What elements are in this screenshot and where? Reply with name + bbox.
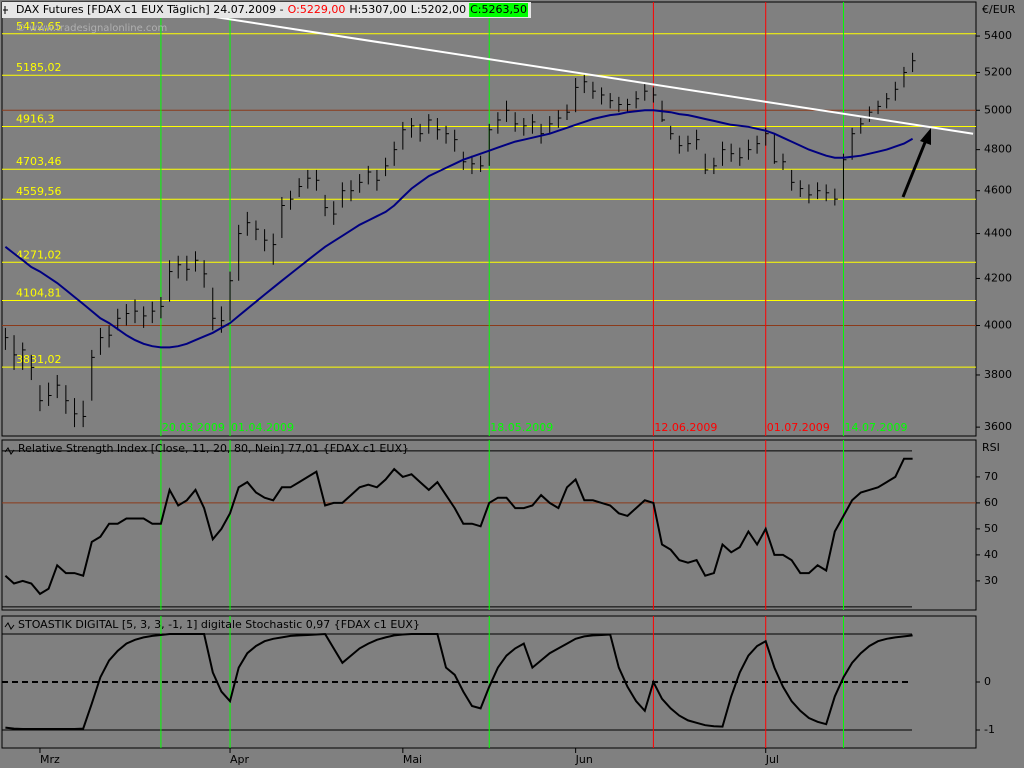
x-tick-label: Jun	[575, 753, 593, 766]
x-tick-label: Mai	[403, 753, 422, 766]
panel-content: 5412,65 5185,02 4916,3 4703,46 4559,56 4271,0…	[2, 2, 976, 436]
level-label: 4703,46	[16, 155, 62, 168]
level-label: 5185,02	[16, 61, 62, 74]
y-tick-label: -1	[984, 723, 995, 736]
indicator-icon	[4, 447, 15, 455]
date-marker-label: 18.05.2009	[490, 421, 553, 434]
x-tick-label: Mrz	[40, 753, 60, 766]
level-label: 4104,81	[16, 287, 62, 300]
y-tick-label: 40	[984, 548, 998, 561]
level-label: 5412,65	[16, 20, 62, 33]
annotation-arrow	[901, 139, 928, 198]
quote-value: O:5229,00	[288, 3, 346, 16]
indicator-title: Relative Strength Index [Close, 11, 20, …	[18, 442, 409, 455]
quote-highlight	[469, 3, 528, 17]
x-tick-label: Jul	[765, 753, 779, 766]
trendline	[195, 12, 974, 135]
y-tick-label: 3800	[984, 368, 1012, 381]
level-label: 4916,3	[16, 113, 55, 126]
watermark: © www.tradesignalonline.com	[16, 23, 167, 34]
y-tick-label: 4400	[984, 227, 1012, 240]
y-tick-label: 4000	[984, 318, 1012, 331]
date-marker-label: 20.03.2009	[162, 421, 225, 434]
header-icon	[3, 6, 8, 14]
moving-average	[4, 109, 914, 349]
date-marker-label: 01.07.2009	[767, 421, 830, 434]
panel-content	[2, 616, 913, 748]
y-tick-label: 70	[984, 470, 998, 483]
y-tick-label: 4200	[984, 271, 1012, 284]
y-tick-label: 3600	[984, 420, 1012, 433]
y-tick-label: 4800	[984, 143, 1012, 156]
y-tick-label: 5200	[984, 65, 1012, 78]
level-label: 4271,02	[16, 248, 62, 261]
y-tick-label: 30	[984, 574, 998, 587]
date-marker-label: 12.06.2009	[654, 421, 717, 434]
level-label: 4559,56	[16, 185, 62, 198]
quote-value: H:5307,00	[349, 3, 406, 16]
y-axis-label: RSI	[982, 441, 1000, 454]
quote-value: L:5202,00	[411, 3, 466, 16]
indicator-title: STOASTIK DIGITAL [5, 3, 3, -1, 1] digita…	[18, 618, 420, 631]
y-tick-label: 0	[984, 675, 991, 688]
date-marker-label: 01.04.2009	[231, 421, 294, 434]
y-tick-label: 50	[984, 522, 998, 535]
indicator-line	[4, 457, 913, 596]
header-background	[2, 2, 531, 18]
y-axis-label: €/EUR	[982, 3, 1016, 16]
annotation-arrowhead	[920, 128, 931, 145]
y-tick-label: 5400	[984, 29, 1012, 42]
chart-title: DAX Futures [FDAX c1 EUX Täglich] 24.07.…	[16, 3, 284, 16]
x-tick-label: Apr	[230, 753, 250, 766]
y-tick-label: 4600	[984, 184, 1012, 197]
quote-value: C:5263,50	[470, 3, 527, 16]
y-tick-label: 5000	[984, 103, 1012, 116]
level-label: 3831,02	[16, 353, 62, 366]
indicator-line	[5, 632, 913, 730]
indicator-icon	[4, 622, 15, 630]
panel-content	[2, 440, 976, 610]
y-tick-label: 60	[984, 496, 998, 509]
date-marker-label: 14.07.2009	[844, 421, 907, 434]
